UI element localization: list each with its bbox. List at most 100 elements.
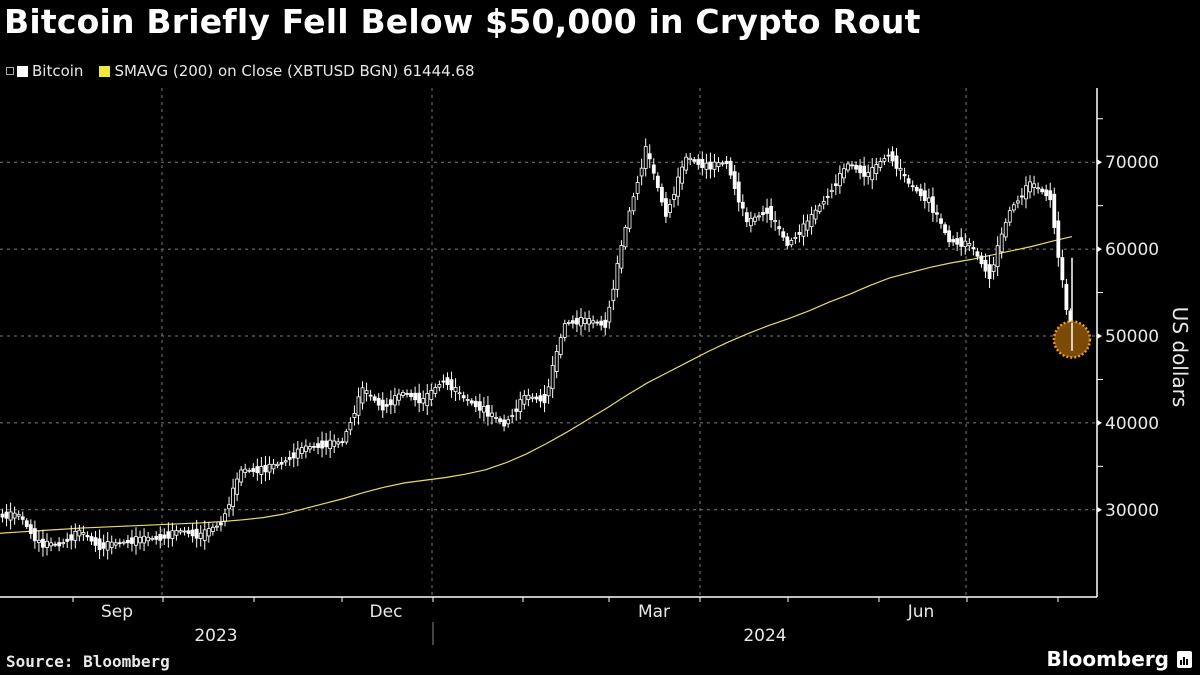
price-candle [813, 209, 818, 220]
price-candle [886, 154, 891, 157]
price-candle [20, 516, 25, 520]
price-candle [837, 172, 842, 187]
price-candle [12, 512, 17, 519]
price-candle [680, 166, 685, 184]
price-candle [227, 504, 231, 510]
price-candle [615, 263, 620, 290]
price-candle [303, 445, 308, 453]
price-candle [85, 534, 90, 538]
price-candle [413, 392, 418, 401]
price-candle [1048, 190, 1053, 201]
price-candle [510, 415, 515, 417]
price-candle [490, 412, 494, 417]
price-candle [850, 164, 854, 167]
price-candle [97, 538, 102, 551]
price-candle [522, 395, 527, 405]
legend-swatch-sma [99, 65, 111, 77]
price-candle [825, 196, 830, 198]
y-tick [1097, 419, 1102, 426]
price-candle [251, 468, 256, 472]
price-candle [728, 160, 733, 176]
price-candle [943, 224, 947, 233]
price-candle [8, 511, 13, 521]
price-candle [773, 220, 778, 222]
price-candle [506, 419, 511, 425]
price-candle [732, 171, 737, 189]
price-candle [417, 392, 422, 404]
price-candle [223, 513, 227, 522]
price-candle [724, 160, 729, 164]
price-candle [870, 167, 875, 181]
legend-item-sma[interactable]: SMAVG (200) on Close (XBTUSD BGN) 61444.… [99, 62, 475, 80]
source-note: Source: Bloomberg [6, 652, 170, 671]
price-candle [117, 542, 122, 545]
legend-item-bitcoin[interactable]: Bitcoin [17, 62, 83, 80]
price-candle [89, 536, 94, 542]
price-candle [918, 188, 923, 197]
year-label: 2024 [743, 626, 786, 646]
price-candle [761, 212, 765, 216]
y-tick [1097, 159, 1102, 166]
price-candle [801, 223, 806, 237]
price-candle [740, 201, 745, 209]
price-candle [190, 529, 195, 537]
price-candle [716, 162, 721, 168]
price-candle [910, 185, 915, 188]
price-candle [866, 172, 871, 177]
price-candle [583, 317, 587, 324]
price-candle [231, 487, 235, 507]
price-candle [906, 178, 911, 184]
price-candle [643, 146, 648, 169]
price-candle [457, 392, 462, 395]
price-candle [429, 390, 434, 400]
price-candle [951, 239, 956, 243]
sma-line [0, 235, 1073, 534]
price-candle [789, 240, 794, 246]
y-tick-label: 70000 [1105, 153, 1159, 173]
price-candle [182, 530, 187, 533]
price-candle [202, 529, 207, 541]
price-candle [316, 443, 320, 448]
price-candle [235, 478, 240, 495]
price-candle [720, 162, 725, 165]
price-candle [550, 365, 555, 390]
price-candle [639, 167, 644, 177]
y-tick [1097, 506, 1102, 513]
price-candle [392, 395, 397, 406]
year-label: 2023 [194, 626, 237, 646]
price-candle [959, 237, 964, 247]
price-candle [324, 440, 329, 448]
price-candle [1003, 221, 1008, 238]
price-candle [882, 158, 887, 162]
price-candle [1032, 183, 1036, 188]
price-candle [405, 392, 409, 395]
price-candle [32, 528, 37, 542]
price-candle [647, 153, 652, 160]
price-candle [360, 387, 365, 404]
price-candle [109, 541, 114, 549]
price-candle [69, 534, 74, 541]
price-candle [1040, 188, 1045, 193]
price-candle [445, 377, 450, 386]
price-candle [676, 176, 680, 197]
price-candle [518, 399, 523, 412]
price-candle [61, 542, 66, 545]
price-candle [494, 416, 498, 419]
price-candle [146, 536, 151, 542]
price-candle [101, 542, 106, 549]
price-candle [461, 395, 466, 399]
price-candle [983, 259, 988, 272]
price-candle [591, 320, 596, 324]
price-candle [186, 530, 191, 534]
x-tick-label: Sep [101, 602, 133, 622]
price-candle [785, 236, 790, 246]
price-candle [757, 215, 761, 218]
price-candle [28, 524, 33, 534]
price-candle [765, 207, 769, 214]
price-candle [4, 511, 9, 519]
collapse-legend-icon[interactable] [6, 67, 14, 75]
price-candle [1064, 283, 1069, 311]
price-candle [267, 463, 272, 473]
price-candle [611, 288, 616, 302]
price-candle [259, 466, 264, 475]
